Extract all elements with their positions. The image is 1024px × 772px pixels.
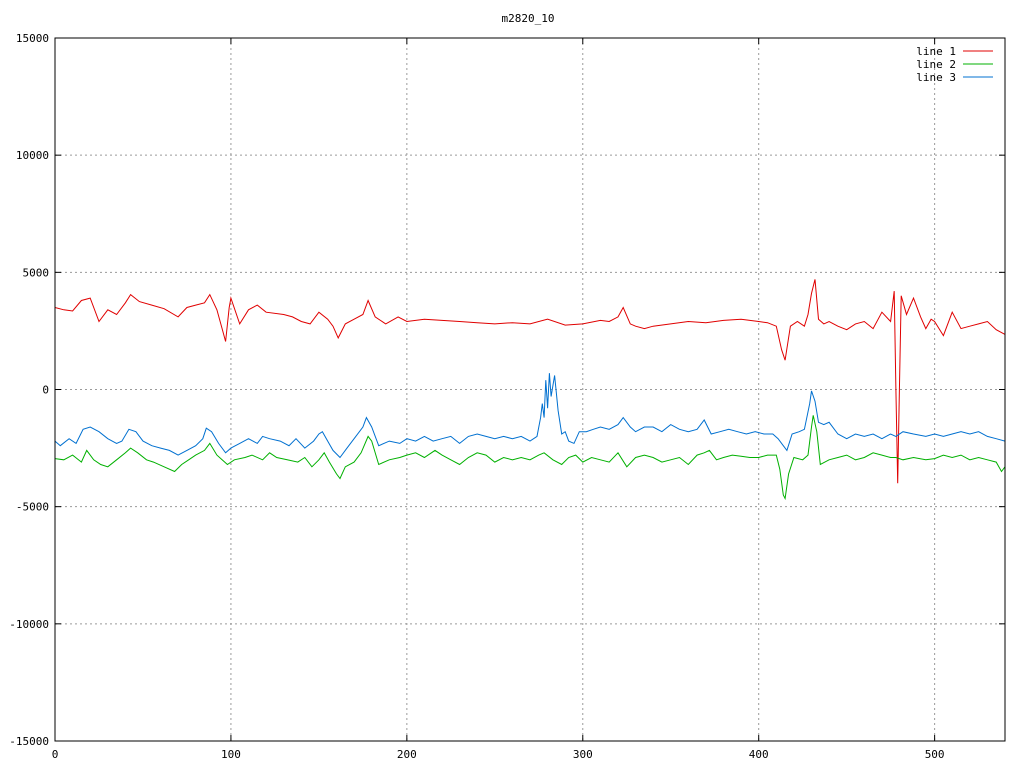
x-tick-label: 400 <box>749 748 769 761</box>
axis-ticks: -15000 -10000 -5000 0 5000 10000 15000 0 100 200 3… <box>9 32 1005 761</box>
x-tick-label: 100 <box>221 748 241 761</box>
y-tick-label: 0 <box>42 384 49 397</box>
y-tick-label: 5000 <box>23 266 50 279</box>
chart-title: m2820_10 <box>502 12 555 25</box>
y-tick-label: 10000 <box>16 149 49 162</box>
y-tick-label: -5000 <box>16 501 49 514</box>
x-tick-label: 0 <box>52 748 59 761</box>
x-tick-label: 500 <box>925 748 945 761</box>
legend-label-1: line 1 <box>916 45 956 58</box>
series-lines <box>54 279 1006 501</box>
legend-label-2: line 2 <box>916 58 956 71</box>
x-tick-label: 300 <box>573 748 593 761</box>
legend-label-3: line 3 <box>916 71 956 84</box>
series-line-1 <box>54 279 1006 484</box>
grid-lines <box>55 38 1005 741</box>
y-tick-label: 15000 <box>16 32 49 45</box>
series-line-2 <box>54 415 1006 501</box>
series-line-3 <box>54 373 1006 459</box>
y-tick-label: -10000 <box>9 618 49 631</box>
x-tick-label: 200 <box>397 748 417 761</box>
y-tick-label: -15000 <box>9 735 49 748</box>
